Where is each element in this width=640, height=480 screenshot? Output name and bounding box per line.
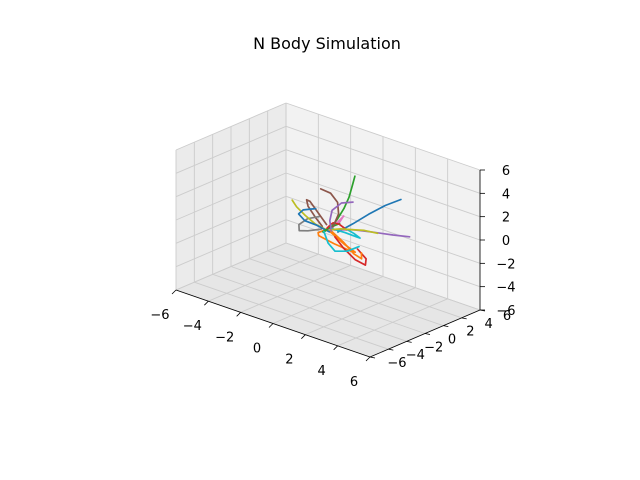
trajectory-line-12 bbox=[329, 229, 363, 260]
y-tick-label: 2 bbox=[466, 325, 474, 340]
x-tick-label: −4 bbox=[183, 319, 202, 334]
x-tick-mark bbox=[365, 356, 371, 362]
y-tick-mark bbox=[406, 340, 412, 343]
z-tick-label: 4 bbox=[502, 187, 510, 202]
y-tick-mark bbox=[369, 356, 376, 359]
x-tick-label: 0 bbox=[253, 342, 261, 357]
grid-line-z-left bbox=[175, 125, 287, 174]
y-tick-label: −6 bbox=[387, 356, 406, 371]
grid-line-z-left bbox=[175, 172, 287, 221]
grid-line-z-back bbox=[285, 242, 481, 311]
trajectory-series bbox=[291, 175, 411, 266]
grid-line-z-back bbox=[285, 219, 481, 288]
chart-title: N Body Simulation bbox=[253, 34, 401, 53]
trajectory-line-18 bbox=[331, 227, 379, 235]
grid-line-y-floor bbox=[194, 281, 389, 350]
y-tick-mark bbox=[443, 325, 449, 328]
y-tick-label: 4 bbox=[485, 317, 493, 332]
grid-line-z-left bbox=[175, 219, 287, 268]
x-tick-mark bbox=[204, 300, 209, 306]
z-tick-label: 0 bbox=[502, 234, 510, 249]
grid-line-z-left bbox=[175, 195, 287, 244]
trajectory-line-1 bbox=[337, 198, 402, 233]
x-tick-mark bbox=[236, 312, 241, 317]
grid-line-z-left bbox=[175, 242, 287, 291]
x-tick-label: 6 bbox=[350, 375, 358, 390]
x-tick-mark bbox=[333, 345, 338, 351]
y-tick-label: −4 bbox=[406, 348, 425, 363]
grid-line-y-floor bbox=[249, 258, 444, 327]
grid-line-z-back bbox=[285, 102, 481, 171]
trajectory-line-11 bbox=[297, 207, 331, 233]
y-tick-label: 6 bbox=[503, 309, 511, 324]
y-tick-mark bbox=[388, 348, 394, 351]
trajectory-line-4 bbox=[334, 236, 367, 266]
axes-grid bbox=[175, 102, 481, 358]
x-tick-label: −6 bbox=[150, 308, 169, 323]
x-tick-label: −2 bbox=[215, 330, 234, 345]
y-tick-label: 0 bbox=[448, 333, 456, 348]
z-tick-label: −6 bbox=[496, 304, 515, 319]
trajectory-line-15 bbox=[319, 188, 340, 228]
x-tick-label: 4 bbox=[318, 364, 326, 379]
grid-line-y-floor bbox=[267, 250, 462, 319]
grid-line-z-left bbox=[175, 102, 287, 151]
z-tick-label: 2 bbox=[502, 211, 510, 226]
trajectory-line-17 bbox=[328, 201, 354, 232]
grid-line-y-floor bbox=[230, 266, 426, 334]
trajectory-line-16 bbox=[323, 230, 360, 253]
grid-line-y-floor bbox=[212, 273, 407, 342]
x-tick-mark bbox=[171, 289, 177, 295]
x-tick-mark bbox=[268, 323, 274, 328]
y-tick-mark bbox=[424, 333, 431, 335]
x-tick-label: 2 bbox=[285, 353, 293, 368]
z-tick-label: 6 bbox=[502, 164, 510, 179]
trajectory-line-14 bbox=[326, 221, 348, 231]
grid-line-z-back bbox=[285, 195, 481, 264]
grid-line-z-left bbox=[175, 149, 287, 198]
y-tick-mark bbox=[461, 317, 467, 320]
grid-line-z-back bbox=[285, 149, 481, 218]
x-tick-mark bbox=[301, 334, 306, 339]
y-tick-label: −2 bbox=[424, 340, 443, 355]
trajectory-line-10 bbox=[328, 226, 361, 239]
z-tick-label: −4 bbox=[496, 281, 515, 296]
z-tick-label: −2 bbox=[496, 257, 515, 272]
grid-line-z-back bbox=[285, 125, 481, 194]
